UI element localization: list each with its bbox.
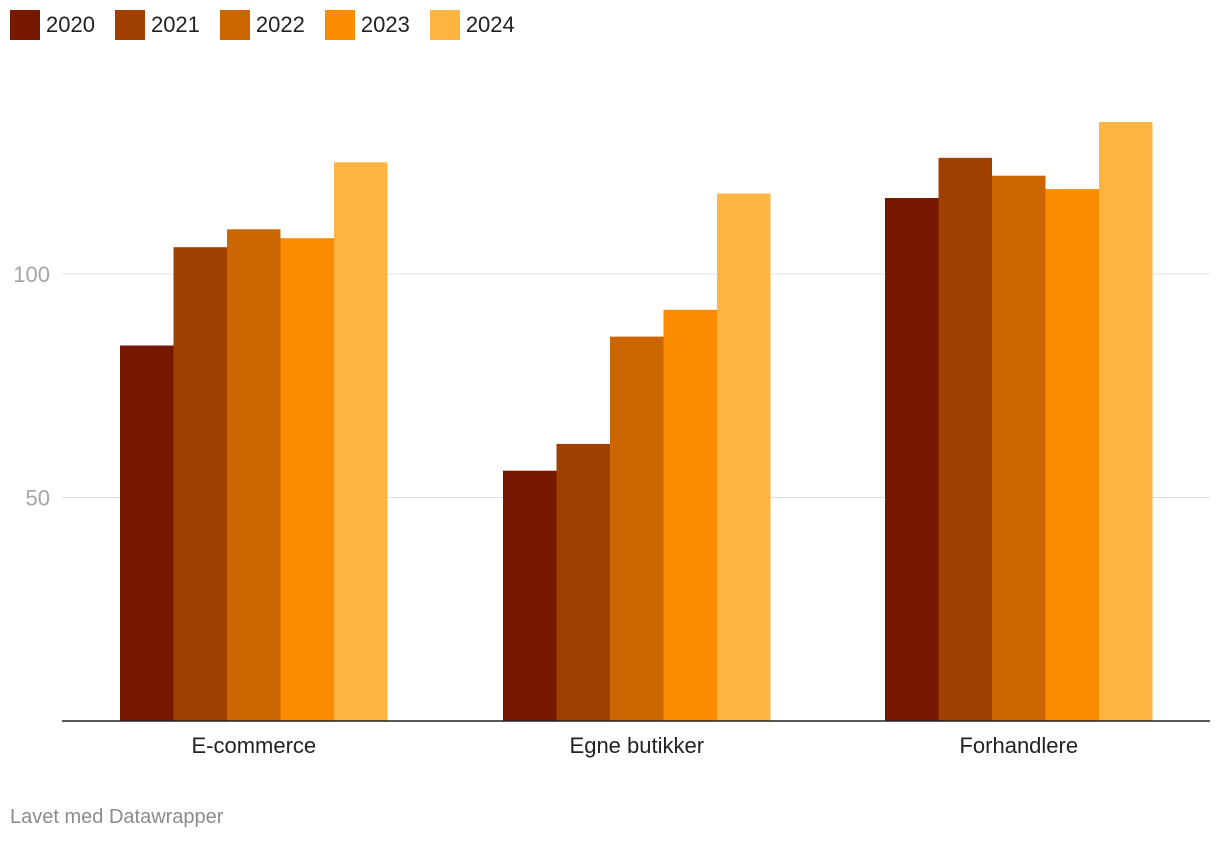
- bar-2020-0: [120, 345, 174, 721]
- bar-2023-0: [280, 238, 334, 721]
- x-category-label: Forhandlere: [959, 733, 1078, 758]
- bar-group-0: [120, 162, 388, 722]
- footer-credit: Lavet med Datawrapper: [10, 806, 224, 828]
- bar-2021-1: [556, 443, 610, 721]
- bar-2024-2: [1099, 122, 1153, 721]
- legend-swatch: [10, 10, 40, 40]
- legend-item-2021: 2021: [114, 10, 200, 40]
- bar-2020-2: [885, 198, 939, 721]
- bar-2022-1: [610, 336, 664, 721]
- legend-item-2024: 2024: [429, 10, 515, 40]
- bar-group-1: [503, 193, 771, 721]
- legend-label: 2023: [360, 12, 410, 37]
- bar-2023-1: [663, 309, 717, 721]
- legend-item-2020: 2020: [10, 10, 95, 40]
- bar-2024-1: [717, 193, 771, 721]
- bar-layer: [120, 122, 1153, 722]
- legend-label: 2024: [465, 12, 515, 37]
- bar-2023-2: [1045, 189, 1099, 722]
- legend-label: 2020: [46, 12, 95, 37]
- bar-2021-2: [938, 157, 992, 722]
- bar-2022-2: [992, 175, 1046, 721]
- legend-swatch: [429, 10, 460, 40]
- bar-2022-0: [227, 229, 281, 722]
- legend-item-2023: 2023: [324, 10, 410, 40]
- legend-swatch: [219, 10, 250, 40]
- bar-2024-0: [334, 162, 388, 722]
- axis-layer: E-commerce Egne butikker Forhandlere: [62, 720, 1210, 758]
- legend-label: 2021: [150, 12, 200, 37]
- legend-swatch: [114, 10, 145, 40]
- bar-group-2: [885, 122, 1153, 722]
- x-category-label: Egne butikker: [570, 733, 705, 758]
- legend-item-2022: 2022: [219, 10, 305, 40]
- bar-2021-0: [173, 247, 227, 721]
- y-tick-label: 100: [13, 262, 50, 287]
- x-category-label: E-commerce: [191, 733, 316, 758]
- legend-label: 2022: [255, 12, 305, 37]
- legend: 2020 2021 2022 2023 2024: [10, 10, 535, 40]
- legend-swatch: [324, 10, 355, 40]
- bar-2020-1: [503, 470, 557, 721]
- y-tick-label: 50: [26, 486, 50, 511]
